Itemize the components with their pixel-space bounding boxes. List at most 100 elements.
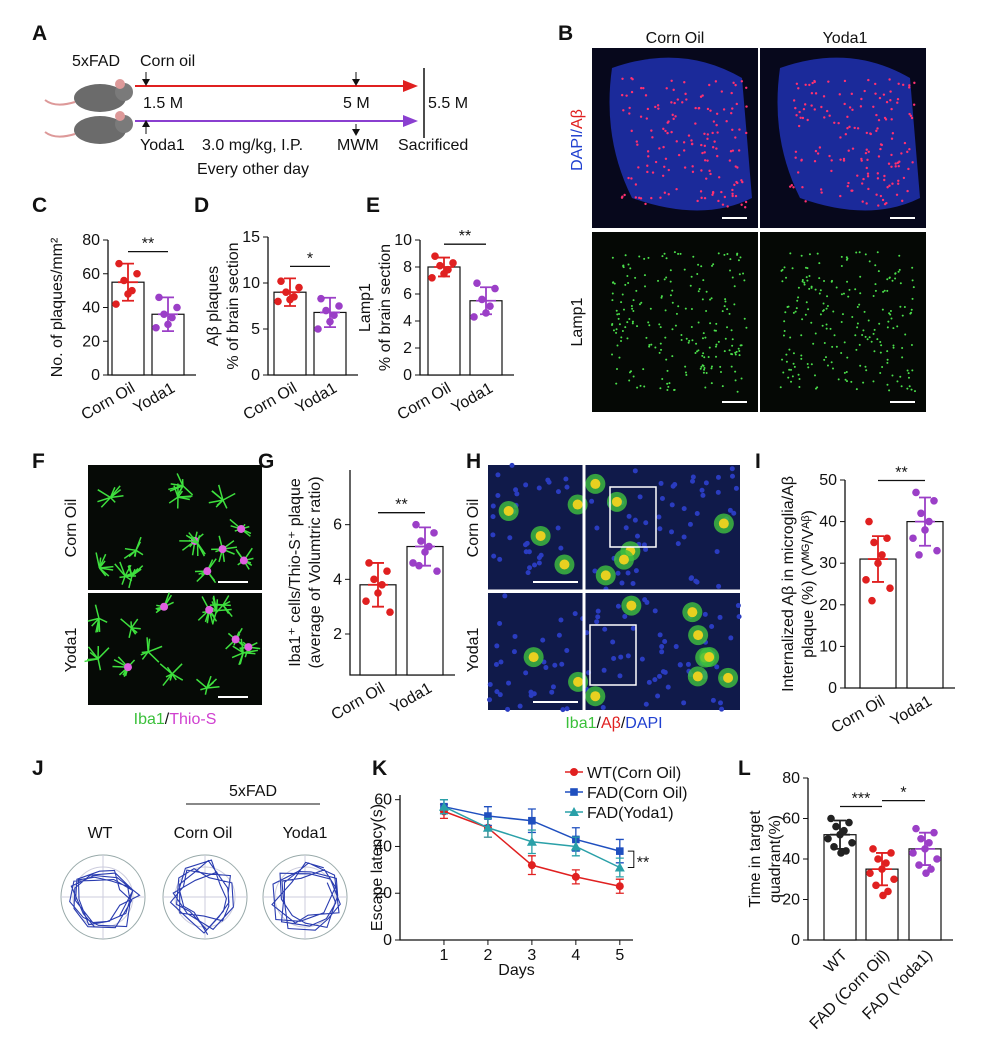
nucleus	[637, 494, 643, 500]
nucleus	[633, 568, 639, 574]
microglia	[208, 499, 224, 504]
lamp1-signal	[622, 264, 625, 267]
lamp1-signal	[709, 298, 712, 301]
lamp1-signal	[673, 251, 676, 254]
marker	[528, 816, 536, 825]
y-tick-label: 10	[242, 275, 260, 292]
plaque	[851, 108, 854, 112]
nucleus	[523, 549, 529, 555]
lamp1-signal	[719, 371, 722, 374]
stain: /	[165, 711, 170, 728]
lamp1-signal	[830, 361, 833, 364]
lamp1-signal	[841, 313, 844, 316]
nucleus	[727, 507, 733, 513]
lamp1-signal	[913, 390, 916, 393]
lamp1-signal	[615, 331, 618, 334]
nucleus	[709, 624, 715, 630]
lamp1-signal	[901, 314, 904, 317]
nucleus	[564, 484, 570, 490]
plaque	[656, 104, 660, 107]
plaque	[733, 183, 736, 187]
lamp1-signal	[668, 382, 671, 385]
zoom-box	[609, 486, 657, 548]
group-label: Corn Oil	[174, 825, 233, 842]
significance-label: *	[900, 785, 906, 802]
data-point	[133, 269, 141, 278]
plaque	[879, 194, 883, 198]
plaque	[644, 94, 648, 97]
nucleus	[494, 643, 500, 649]
error-bar	[868, 535, 888, 583]
lamp1-signal	[734, 379, 737, 382]
row-label: Corn Oil	[63, 499, 80, 558]
nucleus	[506, 680, 512, 686]
plaque	[810, 104, 813, 107]
marker	[615, 882, 624, 891]
timeline-label: Every other day	[197, 161, 309, 178]
plaque	[851, 147, 855, 150]
lamp1-signal	[795, 307, 798, 310]
significance-label: ***	[852, 791, 871, 808]
plaque	[711, 146, 715, 149]
plaque	[709, 109, 712, 112]
plaque	[908, 84, 911, 87]
microglia	[206, 681, 210, 689]
plaque	[682, 141, 686, 144]
data-point	[277, 277, 285, 285]
lamp1-signal	[679, 252, 682, 255]
lamp1-signal	[624, 283, 627, 286]
lamp1-signal	[855, 251, 858, 254]
lamp1-signal	[897, 270, 900, 273]
data-point	[824, 834, 832, 843]
lamp1-signal	[723, 305, 726, 308]
lamp1-signal	[833, 334, 836, 337]
micrographs-f	[84, 465, 262, 705]
lamp1-signal	[729, 269, 732, 272]
data-point	[428, 274, 436, 282]
lamp1-signal	[788, 368, 791, 371]
x-tick-label: 1	[440, 947, 449, 964]
lamp1-signal	[814, 332, 817, 335]
lamp1-signal	[638, 303, 641, 306]
error-bar	[280, 277, 300, 307]
plaque	[623, 193, 626, 197]
brain-section	[777, 57, 920, 211]
plaque	[867, 150, 870, 153]
lamp1-signal	[856, 306, 859, 309]
plaque	[864, 151, 868, 155]
panel-letter: F	[32, 450, 45, 473]
data-point	[168, 313, 176, 322]
microglia	[84, 658, 99, 663]
lamp1-signal	[665, 257, 668, 260]
lamp1-signal	[906, 387, 909, 390]
nucleus	[502, 593, 508, 599]
lamp1-signal	[850, 380, 853, 383]
nucleus	[632, 517, 638, 523]
plaque	[658, 147, 661, 150]
data-point	[887, 849, 895, 857]
plaque	[913, 81, 916, 85]
plaque	[797, 124, 801, 128]
lamp1-signal	[690, 307, 693, 310]
lamp1-signal	[685, 337, 688, 340]
plaque	[639, 86, 643, 90]
microglia	[100, 496, 112, 508]
plaque	[718, 518, 729, 529]
plaque	[895, 193, 899, 197]
lamp1-signal	[730, 365, 733, 368]
plaque	[716, 131, 719, 134]
stain: DAPI	[625, 715, 662, 732]
plaque	[630, 129, 633, 133]
plaque	[731, 128, 734, 131]
lamp1-signal	[701, 354, 704, 357]
microglia	[89, 651, 99, 660]
plaque	[811, 81, 814, 85]
lamp1-signal	[881, 365, 884, 368]
plaque	[662, 127, 665, 131]
plaque	[794, 106, 797, 110]
nucleus	[595, 608, 601, 614]
nucleus	[618, 654, 624, 660]
plaque	[794, 150, 798, 153]
legend-label: FAD(Corn Oil)	[587, 785, 687, 802]
plaque	[890, 118, 893, 121]
